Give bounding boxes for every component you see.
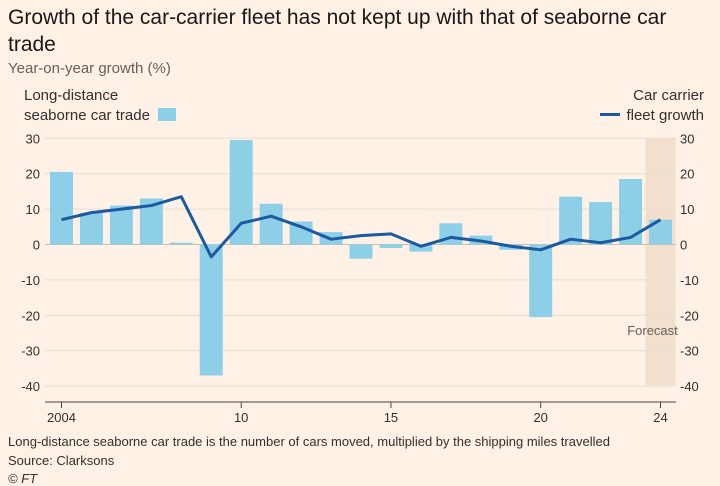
bar-2010 <box>229 140 253 245</box>
y-tick-label-right: 20 <box>680 167 694 182</box>
y-tick-label-left: 0 <box>33 238 40 253</box>
y-tick-label-right: 0 <box>680 238 687 253</box>
bar-2007 <box>139 198 163 245</box>
legend-line-swatch <box>600 113 621 116</box>
y-tick-label-left: -40 <box>21 379 40 394</box>
y-tick-label-right: 30 <box>680 131 694 146</box>
y-tick-label-left: 10 <box>26 202 40 217</box>
bar-2024 <box>649 219 672 245</box>
chart-source: Source: Clarksons <box>8 453 115 468</box>
chart-title: Growth of the car-carrier fleet has not … <box>8 6 667 56</box>
forecast-label: Forecast <box>627 323 678 338</box>
x-tick-label: 2004 <box>47 410 76 425</box>
chart-note: Long-distance seaborne car trade is the … <box>8 434 610 449</box>
bar-2012 <box>289 221 313 245</box>
legend-bar-line2: seaborne car trade <box>24 107 150 124</box>
bar-2008 <box>169 242 193 245</box>
bar-2020 <box>529 244 553 318</box>
bar-2004 <box>50 171 73 245</box>
bar-2006 <box>109 205 133 245</box>
y-axis-label: Year-on-year growth (%) <box>8 60 171 77</box>
bar-2014 <box>349 244 373 259</box>
bar-2005 <box>79 212 103 245</box>
legend-bar: Long-distance seaborne car trade <box>24 86 176 126</box>
legend-line-line1: Car carrier <box>633 87 704 104</box>
y-tick-label-right: -20 <box>680 308 699 323</box>
bar-2011 <box>259 203 283 245</box>
y-tick-label-right: 10 <box>680 202 694 217</box>
y-tick-label-left: -10 <box>21 273 40 288</box>
y-tick-label-right: -30 <box>680 344 699 359</box>
y-tick-label-left: -20 <box>21 308 40 323</box>
chart-credit: © FT <box>8 471 38 486</box>
legend-bar-swatch <box>157 108 176 121</box>
bar-2023 <box>619 179 643 245</box>
y-tick-label-left: 20 <box>26 167 40 182</box>
legend-line: Car carrier fleet growth <box>600 86 704 126</box>
x-tick-label: 24 <box>653 410 667 425</box>
bar-2016 <box>409 244 433 252</box>
bar-2009 <box>199 244 223 376</box>
bar-2022 <box>589 202 613 245</box>
y-tick-label-right: -10 <box>680 273 699 288</box>
bar-2015 <box>379 244 403 249</box>
legend-bar-line1: Long-distance <box>24 87 119 104</box>
x-tick-label: 20 <box>533 410 547 425</box>
legend-line-line2: fleet growth <box>626 107 704 124</box>
y-tick-label-left: -30 <box>21 344 40 359</box>
x-tick-label: 10 <box>234 410 248 425</box>
bar-2021 <box>559 196 583 245</box>
y-tick-label-left: 30 <box>26 131 40 146</box>
y-tick-label-right: -40 <box>680 379 699 394</box>
forecast-band <box>645 138 676 385</box>
x-tick-label: 15 <box>384 410 398 425</box>
